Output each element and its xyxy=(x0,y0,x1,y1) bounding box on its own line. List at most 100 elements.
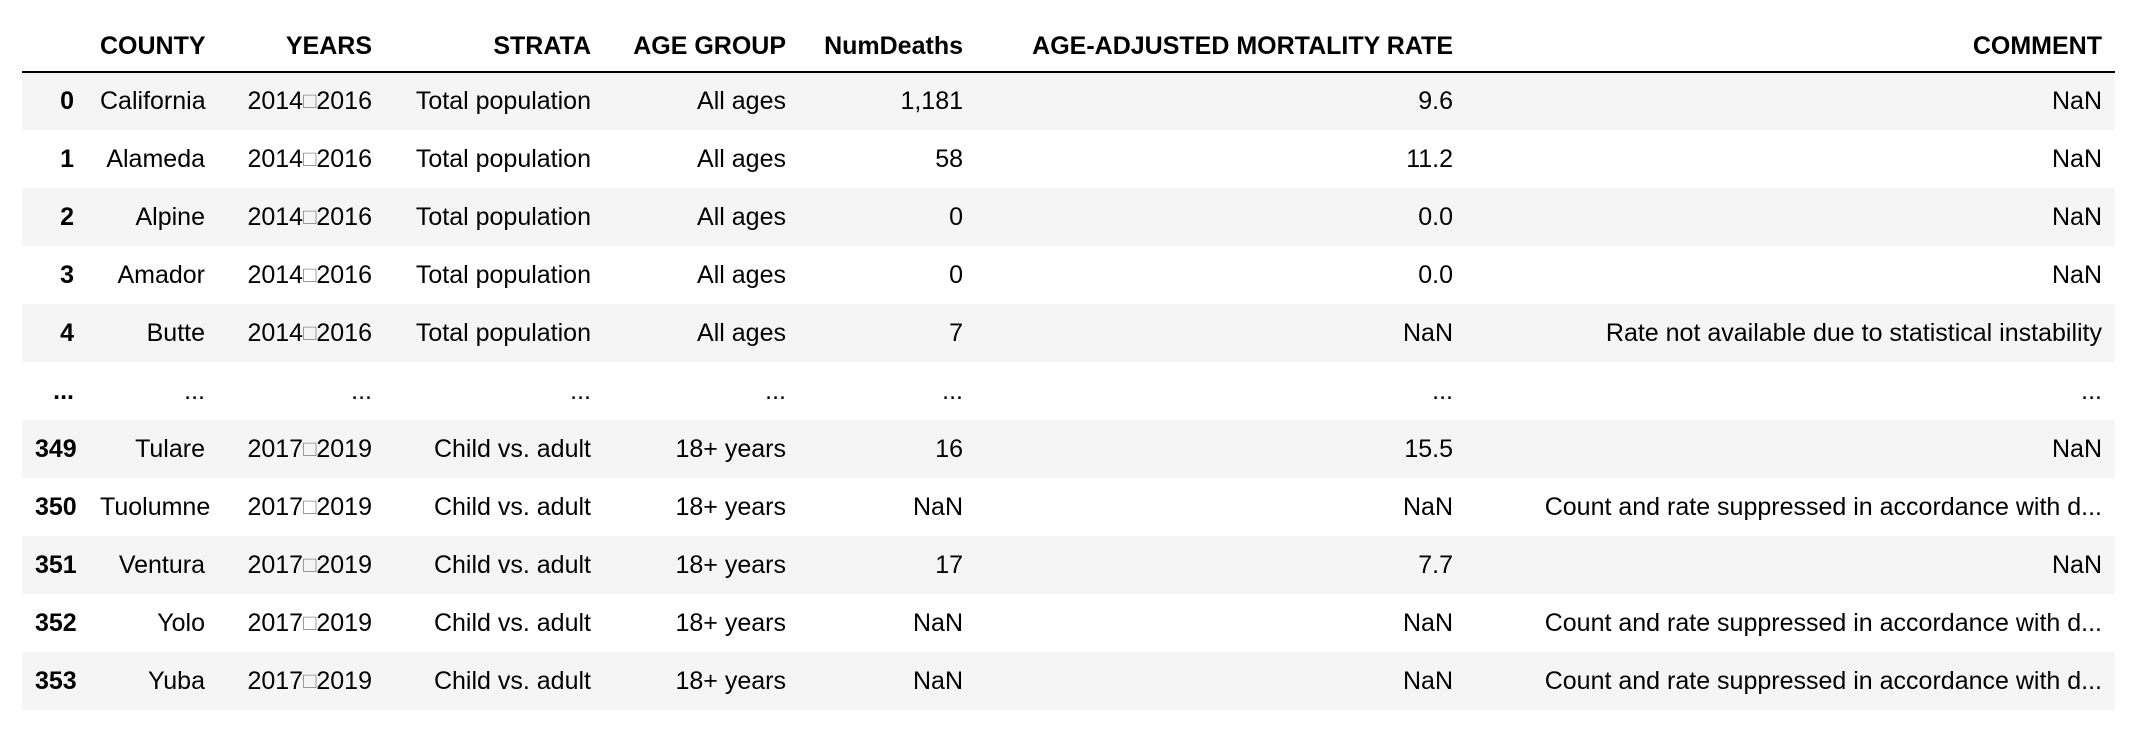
end-year: 2016 xyxy=(316,87,372,115)
county-cell: Yolo xyxy=(157,608,205,637)
num-deaths-cell: 17 xyxy=(935,550,963,579)
years-cell: 2017□2019 xyxy=(218,652,385,710)
mortality-rate-cell: 0.0 xyxy=(1418,202,1453,231)
end-year: 2016 xyxy=(316,318,372,347)
strata-cell: Child vs. adult xyxy=(433,550,591,579)
strata-cell: Child vs. adult xyxy=(433,492,591,521)
table-row: 0 California 2014□2016 Total population … xyxy=(22,72,2115,130)
missing-glyph: □ xyxy=(303,609,317,635)
ellipsis-row: ... ... ... ... ... ... ... ... xyxy=(22,362,2115,420)
start-year: 2014 xyxy=(247,260,304,289)
table-row: 4 Butte 2014□2016 Total population All a… xyxy=(22,304,2115,362)
missing-glyph: □ xyxy=(303,145,317,171)
comment-cell: NaN xyxy=(2051,260,2102,289)
end-year: 2019 xyxy=(316,608,372,637)
comment-cell: Rate not available due to statistical in… xyxy=(1605,318,2102,347)
row-index: 353 xyxy=(35,666,77,695)
end-year: 2019 xyxy=(316,434,372,463)
comment-cell: Count and rate suppressed in accordance … xyxy=(1544,492,2102,521)
row-index: ... xyxy=(53,376,74,405)
age-group-cell: 18+ years xyxy=(675,666,787,695)
row-index: 4 xyxy=(60,318,74,347)
county-cell: ... xyxy=(184,376,205,405)
num-deaths-cell: NaN xyxy=(912,666,963,695)
start-year: 2017 xyxy=(247,434,304,463)
table-row: 349 Tulare 2017□2019 Child vs. adult 18+… xyxy=(22,420,2115,478)
years-cell: ... xyxy=(218,362,385,420)
comment-cell: NaN xyxy=(2051,434,2102,463)
header-row: COUNTY YEARS STRATA AGE GROUP NumDeaths … xyxy=(22,22,2115,73)
num-deaths-cell: 0 xyxy=(949,260,963,289)
years-cell: 2014□2016 xyxy=(218,246,385,304)
years-cell: 2014□2016 xyxy=(218,130,385,188)
years-cell: 2017□2019 xyxy=(218,594,385,652)
table-row: 2 Alpine 2014□2016 Total population All … xyxy=(22,188,2115,246)
years-cell: 2017□2019 xyxy=(218,536,385,594)
start-year: ... xyxy=(351,376,372,405)
county-cell: Alpine xyxy=(135,202,206,231)
row-index: 351 xyxy=(35,550,77,579)
mortality-rate-header: AGE-ADJUSTED MORTALITY RATE xyxy=(976,22,1466,73)
dataframe-output: COUNTY YEARS STRATA AGE GROUP NumDeaths … xyxy=(22,22,2115,710)
comment-cell: Count and rate suppressed in accordance … xyxy=(1544,608,2102,637)
row-index: 0 xyxy=(60,87,74,115)
row-index: 1 xyxy=(60,144,74,173)
county-cell: California xyxy=(100,87,206,115)
start-year: 2014 xyxy=(247,202,304,231)
years-cell: 2014□2016 xyxy=(218,304,385,362)
strata-cell: Child vs. adult xyxy=(433,666,591,695)
comment-cell: NaN xyxy=(2051,202,2102,231)
age-group-header: AGE GROUP xyxy=(604,22,799,73)
strata-cell: ... xyxy=(570,376,591,405)
comment-cell: ... xyxy=(2081,376,2102,405)
county-cell: Alameda xyxy=(106,144,205,173)
mortality-rate-cell: 11.2 xyxy=(1406,144,1453,173)
county-cell: Ventura xyxy=(118,550,205,579)
table-row: 351 Ventura 2017□2019 Child vs. adult 18… xyxy=(22,536,2115,594)
row-index: 350 xyxy=(35,492,77,521)
county-header: COUNTY xyxy=(87,22,218,73)
county-cell: Yuba xyxy=(147,666,205,695)
missing-glyph: □ xyxy=(303,203,317,229)
strata-cell: Total population xyxy=(415,318,591,347)
end-year: 2019 xyxy=(316,666,372,695)
mortality-rate-cell: NaN xyxy=(1402,608,1453,637)
missing-glyph: □ xyxy=(303,88,317,113)
num-deaths-cell: 1,181 xyxy=(900,87,963,115)
mortality-rate-cell: ... xyxy=(1432,376,1453,405)
years-cell: 2017□2019 xyxy=(218,478,385,536)
mortality-rate-cell: 0.0 xyxy=(1418,260,1453,289)
end-year: 2016 xyxy=(316,144,372,173)
start-year: 2014 xyxy=(247,318,304,347)
table-row: 3 Amador 2014□2016 Total population All … xyxy=(22,246,2115,304)
num-deaths-header: NumDeaths xyxy=(799,22,976,73)
age-group-cell: All ages xyxy=(697,260,786,289)
end-year: 2016 xyxy=(316,202,372,231)
row-index: 3 xyxy=(60,260,74,289)
years-header: YEARS xyxy=(218,22,385,73)
mortality-rate-cell: NaN xyxy=(1402,492,1453,521)
age-group-cell: All ages xyxy=(697,202,786,231)
table-body: 0 California 2014□2016 Total population … xyxy=(22,72,2115,710)
missing-glyph: □ xyxy=(303,551,317,577)
num-deaths-cell: 58 xyxy=(935,144,963,173)
num-deaths-cell: 7 xyxy=(949,318,963,347)
row-index: 352 xyxy=(35,608,77,637)
missing-glyph: □ xyxy=(303,319,317,345)
age-group-cell: 18+ years xyxy=(675,434,787,463)
years-cell: 2014□2016 xyxy=(218,188,385,246)
row-index: 2 xyxy=(60,202,74,231)
comment-header: COMMENT xyxy=(1466,22,2115,73)
table-row: 350 Tuolumne 2017□2019 Child vs. adult 1… xyxy=(22,478,2115,536)
table-row: 353 Yuba 2017□2019 Child vs. adult 18+ y… xyxy=(22,652,2115,710)
end-year: 2019 xyxy=(316,550,372,579)
end-year: 2016 xyxy=(316,260,372,289)
mortality-rate-cell: 7.7 xyxy=(1418,550,1453,579)
num-deaths-cell: 0 xyxy=(949,202,963,231)
age-group-cell: All ages xyxy=(697,318,786,347)
strata-cell: Total population xyxy=(415,144,591,173)
row-index: 349 xyxy=(35,434,77,463)
mortality-rate-cell: 15.5 xyxy=(1404,434,1453,463)
start-year: 2017 xyxy=(247,608,304,637)
start-year: 2017 xyxy=(247,550,304,579)
